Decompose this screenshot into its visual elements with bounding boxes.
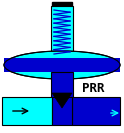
Bar [59, 6, 65, 12]
Text: PRR: PRR [82, 82, 105, 95]
Bar [52, 97, 72, 125]
Bar [51, 72, 73, 100]
Bar [2, 97, 52, 125]
Ellipse shape [4, 51, 120, 79]
Bar [4, 58, 120, 72]
Bar [72, 97, 120, 125]
Bar [52, 2, 72, 6]
Polygon shape [52, 93, 72, 108]
Bar [51, 6, 73, 58]
